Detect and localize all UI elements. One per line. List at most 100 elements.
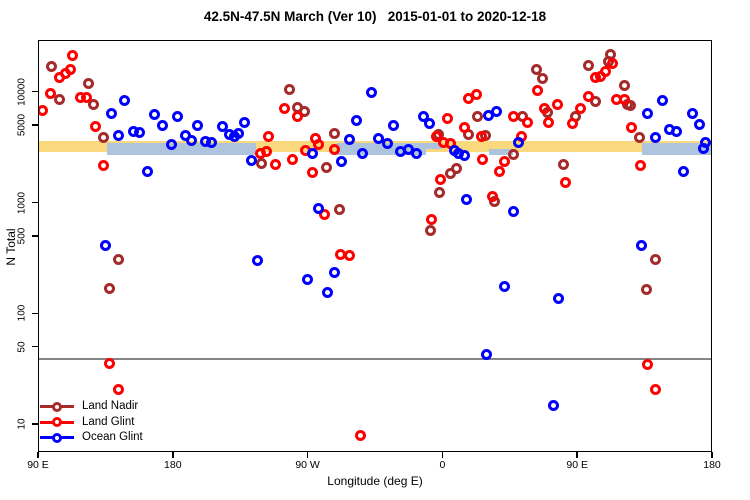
- ocean-band-segment: [642, 142, 711, 155]
- scatter-point: [626, 122, 638, 134]
- scatter-point: [133, 127, 145, 139]
- y-tick: [32, 90, 38, 93]
- scatter-point: [552, 293, 564, 305]
- scatter-point: [53, 72, 65, 84]
- scatter-point: [476, 130, 488, 142]
- scatter-point: [462, 93, 474, 105]
- legend-label: Land Glint: [82, 415, 135, 428]
- scatter-point: [582, 90, 594, 102]
- scatter-point: [477, 153, 489, 165]
- scatter-point: [657, 94, 669, 106]
- scatter-point: [45, 87, 57, 99]
- scatter-point: [39, 105, 48, 117]
- x-axis-title: Longitude (deg E): [327, 474, 423, 488]
- plot-inner: [39, 41, 711, 451]
- scatter-point: [445, 167, 457, 179]
- scatter-point: [336, 156, 348, 168]
- scatter-point: [343, 133, 355, 145]
- ocean-band-sliver: [426, 142, 443, 149]
- scatter-point: [460, 194, 472, 206]
- x-tick: [172, 452, 174, 458]
- scatter-point: [486, 191, 498, 203]
- plot-area: [38, 40, 712, 452]
- scatter-point: [625, 100, 637, 112]
- scatter-point: [191, 119, 203, 131]
- x-tick-label: 0: [439, 459, 446, 471]
- x-tick-label: 180: [703, 459, 721, 471]
- scatter-point: [521, 117, 533, 129]
- scatter-point: [156, 119, 168, 131]
- scatter-point: [284, 83, 296, 95]
- scatter-point: [66, 49, 78, 61]
- scatter-point: [508, 205, 520, 217]
- scatter-point: [693, 118, 705, 130]
- scatter-point: [649, 383, 661, 395]
- scatter-point: [99, 239, 111, 251]
- scatter-point: [256, 157, 268, 169]
- scatter-point: [618, 93, 630, 105]
- y-tick-label-text: 50: [16, 341, 28, 353]
- scatter-point: [301, 273, 313, 285]
- y-tick: [32, 201, 38, 204]
- scatter-point: [560, 176, 572, 188]
- legend-marker-icon: [52, 417, 62, 427]
- scatter-point: [642, 107, 654, 119]
- scatter-point: [441, 113, 453, 125]
- legend-item: Land Nadir: [40, 399, 240, 415]
- scatter-point: [97, 132, 109, 144]
- scatter-point: [381, 137, 393, 149]
- scatter-point: [418, 111, 430, 123]
- threshold-line: [39, 358, 711, 360]
- scatter-point: [113, 383, 125, 395]
- scatter-point: [313, 203, 325, 215]
- scatter-point: [551, 98, 563, 110]
- scatter-point: [633, 131, 645, 143]
- scatter-point: [697, 142, 709, 154]
- scatter-point: [410, 147, 422, 159]
- x-tick-label: 180: [164, 459, 182, 471]
- x-tick: [37, 452, 39, 458]
- scatter-point: [595, 71, 607, 83]
- scatter-point: [531, 85, 543, 97]
- scatter-point: [104, 283, 116, 295]
- legend-label: Land Nadir: [82, 400, 139, 412]
- scatter-point: [530, 63, 542, 75]
- scatter-point: [262, 130, 274, 142]
- y-tick-label-text: 500: [16, 227, 28, 245]
- scatter-point: [512, 136, 524, 148]
- scatter-point: [344, 249, 356, 261]
- scatter-point: [575, 103, 587, 115]
- scatter-point: [388, 119, 400, 131]
- scatter-point: [233, 128, 245, 140]
- scatter-point: [333, 203, 345, 215]
- legend-label: Ocean Glint: [82, 431, 143, 443]
- scatter-point: [357, 148, 369, 160]
- scatter-point: [480, 349, 492, 361]
- scatter-point: [90, 121, 102, 133]
- scatter-point: [141, 165, 153, 177]
- y-tick: [32, 235, 38, 237]
- scatter-point: [507, 111, 519, 123]
- scatter-point: [81, 92, 93, 104]
- x-tick-label: 90 E: [566, 459, 588, 471]
- scatter-point: [104, 357, 116, 369]
- scatter-point: [251, 254, 263, 266]
- scatter-point: [306, 148, 318, 160]
- y-tick: [32, 345, 38, 348]
- legend: Land Nadir Land Glint Ocean Glint: [40, 399, 240, 446]
- scatter-point: [46, 61, 58, 73]
- scatter-point: [171, 111, 183, 123]
- scatter-point: [320, 162, 332, 174]
- scatter-point: [636, 239, 648, 251]
- y-tick: [32, 423, 38, 425]
- scatter-point: [499, 156, 511, 168]
- scatter-point: [206, 136, 218, 148]
- scatter-point: [329, 267, 341, 279]
- legend-item: Land Glint: [40, 415, 240, 431]
- scatter-point: [246, 154, 258, 166]
- scatter-point: [498, 281, 510, 293]
- x-tick: [306, 452, 309, 458]
- scatter-point: [649, 254, 661, 266]
- scatter-point: [459, 149, 471, 161]
